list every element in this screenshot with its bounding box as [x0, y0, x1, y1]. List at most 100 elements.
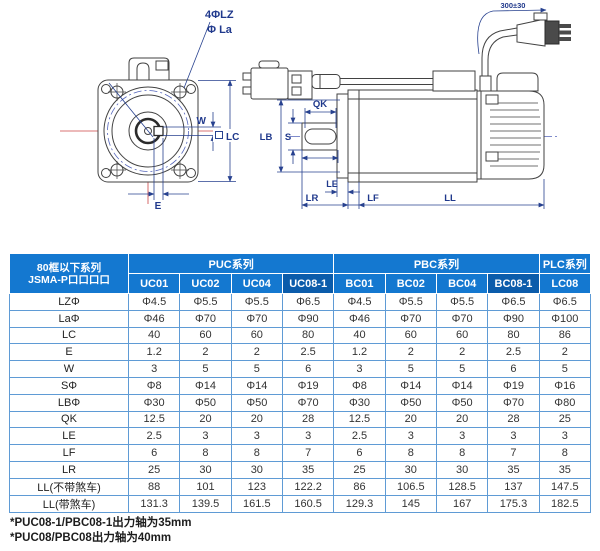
model-header: UC02	[179, 273, 232, 294]
spec-cell: Φ19	[487, 376, 540, 395]
spec-cell: 2.5	[127, 427, 181, 446]
terminal-box	[432, 70, 476, 92]
row-label: SΦ	[9, 376, 129, 395]
front-view: 4ΦLZ Φ La W LC E	[60, 9, 241, 212]
plug-latch	[258, 60, 280, 69]
dimension-drawing: 4ΦLZ Φ La W LC E	[60, 1, 571, 212]
power-connector-block	[544, 20, 560, 45]
series-group-header: PLC系列	[538, 253, 592, 274]
spec-cell: 1.2	[127, 343, 181, 362]
spec-cell: Φ70	[435, 309, 489, 328]
label-lr: LR	[306, 193, 319, 204]
spec-cell: Φ5.5	[179, 293, 232, 311]
spec-cell: 123	[230, 477, 283, 496]
spec-cell: 101	[179, 477, 232, 496]
label-pilot-dia: LB	[260, 132, 273, 143]
spec-cell: 40	[127, 326, 181, 345]
spec-cell: 5	[179, 360, 232, 378]
table-row: LBΦ Φ30 Φ50 Φ50 Φ70 Φ30 Φ50 Φ50 Φ70 Φ80	[9, 393, 592, 412]
spec-cell: 25	[538, 410, 592, 429]
spec-cell: 2.5	[487, 343, 540, 362]
spec-cell: 30	[435, 460, 489, 479]
spec-cell: 145	[384, 494, 437, 513]
label-key-width: W	[197, 116, 207, 127]
spec-cell: 20	[384, 410, 437, 429]
spec-cell: 3	[179, 427, 232, 446]
spec-cell: 25	[127, 460, 181, 479]
label-bolt-circle: Φ La	[207, 24, 233, 36]
spec-cell: Φ50	[230, 393, 283, 412]
spec-cell: Φ50	[179, 393, 232, 412]
table-row: SΦ Φ8 Φ14 Φ14 Φ19 Φ8 Φ14 Φ14 Φ19 Φ16	[9, 376, 592, 395]
spec-cell: 80	[281, 326, 335, 345]
spec-cell: Φ4.5	[333, 293, 386, 311]
row-label: LE	[9, 427, 129, 446]
spec-cell: 30	[230, 460, 283, 479]
spec-cell: Φ5.5	[435, 293, 489, 311]
model-header: UC08-1	[281, 273, 335, 294]
spec-cell: 1.2	[333, 343, 386, 362]
label-le: LE	[326, 179, 338, 189]
model-header: BC02	[384, 273, 437, 294]
mounting-holes	[108, 83, 189, 179]
connector-latch	[533, 12, 548, 21]
label-lf: LF	[367, 193, 379, 204]
spec-cell: 3	[487, 427, 540, 446]
spec-cell: 8	[384, 444, 437, 462]
spec-cell: 30	[384, 460, 437, 479]
spec-cell: Φ46	[333, 309, 386, 328]
spec-cell: Φ70	[230, 309, 283, 328]
spec-cell: Φ5.5	[230, 293, 283, 311]
spec-cell: Φ80	[538, 393, 592, 412]
footnotes: *PUC08-1/PBC08-1出力轴为35mm *PUC08/PBC08出力轴…	[10, 516, 192, 546]
spec-cell: 12.5	[127, 410, 181, 429]
spec-cell: 8	[538, 444, 592, 462]
spec-cell: 129.3	[333, 494, 386, 513]
spec-cell: Φ30	[333, 393, 386, 412]
spec-cell: Φ6.5	[487, 293, 540, 311]
spec-cell: 147.5	[538, 477, 592, 496]
spec-cell: 2	[435, 343, 489, 362]
spec-cell: 40	[333, 326, 386, 345]
table-row: LL(不带煞车) 88 101 123 122.2 86 106.5 128.5 137 147.…	[9, 477, 592, 496]
spec-cell: 35	[281, 460, 335, 479]
spec-cell: 175.3	[487, 494, 540, 513]
spec-cell: 8	[435, 444, 489, 462]
series-group-header: PBC系列	[333, 253, 540, 274]
spec-cell: Φ46	[127, 309, 181, 328]
row-label: LL(不带煞车)	[9, 477, 129, 496]
spec-cell: Φ19	[281, 376, 335, 395]
label-shaft-dia: S	[285, 132, 291, 143]
model-header: UC01	[127, 273, 181, 294]
flange-connector-notch	[136, 62, 150, 81]
spec-cell: Φ8	[333, 376, 386, 395]
spec-cell: 2	[538, 343, 592, 362]
spec-cell: 2	[230, 343, 283, 362]
spec-cell: 30	[179, 460, 232, 479]
square-symbol	[215, 131, 223, 139]
row-label: QK	[9, 410, 129, 429]
spec-cell: 3	[333, 360, 386, 378]
spec-cell: 86	[538, 326, 592, 345]
spec-cell: 6	[333, 444, 386, 462]
flange-side	[336, 93, 349, 179]
cooling-ribs	[490, 102, 541, 167]
spec-cell: 28	[281, 410, 335, 429]
spec-cell: 2.5	[281, 343, 335, 362]
bolt-circle-la	[107, 90, 189, 172]
model-header: BC01	[333, 273, 386, 294]
corner-header: 80框以下系列 JSMA-P口口口口	[9, 253, 129, 294]
spec-cell: 106.5	[384, 477, 437, 496]
spec-cell: 3	[230, 427, 283, 446]
spec-cell: 60	[230, 326, 283, 345]
spec-cell: 2	[179, 343, 232, 362]
power-connector-body	[516, 18, 546, 47]
spec-cell: 3	[281, 427, 335, 446]
spec-cell: Φ14	[384, 376, 437, 395]
spec-cell: 161.5	[230, 494, 283, 513]
spec-cell: 5	[538, 360, 592, 378]
spec-cell: 12.5	[333, 410, 386, 429]
row-label: LL(带煞车)	[9, 494, 129, 513]
table-row: LZΦ Φ4.5 Φ5.5 Φ5.5 Φ6.5 Φ4.5 Φ5.5 Φ5.5 Φ6.5 Φ6.5	[9, 293, 592, 311]
